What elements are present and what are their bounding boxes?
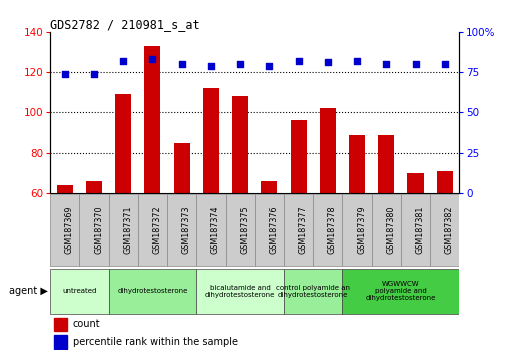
Bar [86, 181, 102, 193]
Point [206, 63, 215, 69]
Point [353, 58, 361, 64]
Text: GSM187375: GSM187375 [240, 206, 249, 255]
Text: GSM187376: GSM187376 [269, 206, 278, 255]
Bar [378, 135, 394, 193]
Point [119, 58, 127, 64]
Bar [290, 120, 307, 193]
Text: untreated: untreated [62, 288, 97, 294]
Text: GDS2782 / 210981_s_at: GDS2782 / 210981_s_at [50, 18, 200, 31]
Text: GSM187373: GSM187373 [182, 206, 191, 255]
FancyBboxPatch shape [167, 194, 196, 266]
Point [382, 61, 391, 67]
Point [295, 58, 303, 64]
Point [61, 71, 69, 76]
FancyBboxPatch shape [225, 194, 254, 266]
Text: agent ▶: agent ▶ [8, 286, 48, 296]
Text: GSM187372: GSM187372 [153, 206, 162, 255]
Point [265, 63, 274, 69]
Text: GSM187380: GSM187380 [386, 206, 395, 254]
Text: GSM187381: GSM187381 [416, 206, 425, 254]
Point [177, 61, 186, 67]
Bar [54, 335, 67, 349]
Text: dihydrotestosterone: dihydrotestosterone [117, 288, 187, 294]
FancyBboxPatch shape [401, 194, 430, 266]
Bar [232, 96, 248, 193]
Text: count: count [73, 319, 100, 329]
Text: GSM187377: GSM187377 [299, 206, 308, 255]
FancyBboxPatch shape [343, 269, 459, 314]
Bar [54, 318, 67, 331]
Point [236, 61, 244, 67]
Bar [261, 181, 277, 193]
Point [148, 56, 157, 62]
Bar [408, 173, 423, 193]
Text: GSM187374: GSM187374 [211, 206, 220, 255]
FancyBboxPatch shape [343, 194, 372, 266]
Point [411, 61, 420, 67]
FancyBboxPatch shape [196, 269, 284, 314]
Text: bicalutamide and
dihydrotestosterone: bicalutamide and dihydrotestosterone [205, 285, 275, 298]
FancyBboxPatch shape [79, 194, 109, 266]
Text: GSM187379: GSM187379 [357, 206, 366, 255]
Text: control polyamide an
dihydrotestosterone: control polyamide an dihydrotestosterone [276, 285, 350, 298]
FancyBboxPatch shape [284, 269, 343, 314]
Text: GSM187382: GSM187382 [445, 206, 454, 255]
Bar [203, 88, 219, 193]
FancyBboxPatch shape [50, 269, 109, 314]
FancyBboxPatch shape [109, 194, 138, 266]
FancyBboxPatch shape [196, 194, 225, 266]
Bar [115, 94, 131, 193]
FancyBboxPatch shape [109, 269, 196, 314]
FancyBboxPatch shape [430, 194, 459, 266]
Point [324, 59, 332, 65]
Bar [145, 46, 161, 193]
Bar [437, 171, 453, 193]
FancyBboxPatch shape [313, 194, 343, 266]
FancyBboxPatch shape [254, 194, 284, 266]
Bar [349, 135, 365, 193]
Text: GSM187370: GSM187370 [94, 206, 103, 255]
FancyBboxPatch shape [372, 194, 401, 266]
Point [440, 61, 449, 67]
Bar [174, 143, 190, 193]
Point [90, 71, 98, 76]
Bar [56, 185, 73, 193]
Text: GSM187371: GSM187371 [123, 206, 132, 255]
Text: GSM187378: GSM187378 [328, 206, 337, 255]
FancyBboxPatch shape [138, 194, 167, 266]
Bar [320, 108, 336, 193]
FancyBboxPatch shape [284, 194, 313, 266]
Text: WGWWCW
polyamide and
dihydrotestosterone: WGWWCW polyamide and dihydrotestosterone [366, 281, 436, 301]
Text: percentile rank within the sample: percentile rank within the sample [73, 337, 238, 347]
FancyBboxPatch shape [50, 194, 79, 266]
Text: GSM187369: GSM187369 [65, 206, 74, 255]
